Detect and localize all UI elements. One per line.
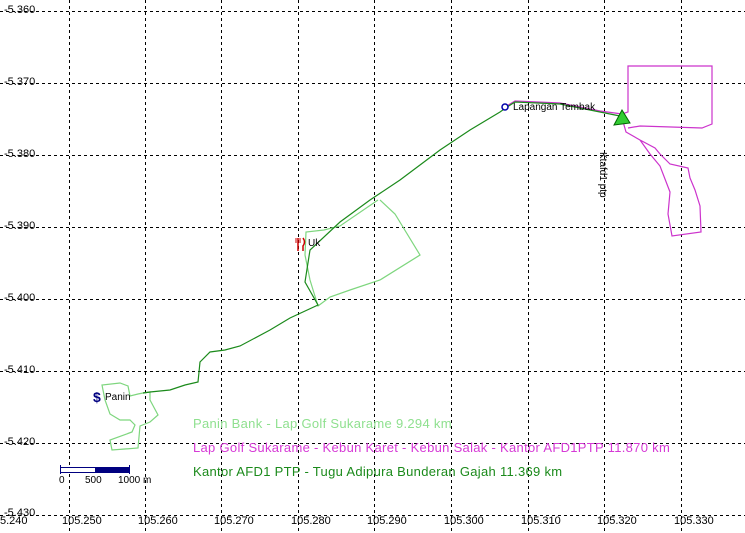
legend-route-2: Lap Golf Sukarame - Kebun Karet - Kebun …: [193, 440, 671, 455]
scale-label-1000: 1000 m: [118, 475, 152, 486]
restaurant-icon[interactable]: [295, 237, 306, 251]
x-tick-label: 105.250: [62, 515, 102, 527]
y-tick-label: -5.430: [4, 507, 36, 519]
x-tick-label: 5.240: [0, 515, 28, 527]
scale-bar: [60, 465, 130, 474]
route-golf-to-kantor[interactable]: [504, 65, 713, 237]
x-tick-label: 105.330: [674, 515, 714, 527]
route-panin-to-golf[interactable]: [101, 199, 421, 451]
x-tick-label: 105.260: [138, 515, 178, 527]
y-tick-label: -5.370: [4, 76, 36, 88]
x-tick-label: 105.280: [291, 515, 331, 527]
y-tick-label: -5.390: [4, 220, 36, 232]
dollar-icon[interactable]: $: [93, 389, 101, 405]
legend-route-3: Kantor AFD1 PTP - Tugu Adipura Bunderan …: [193, 464, 563, 479]
y-tick-label: -5.420: [4, 436, 36, 448]
x-tick-label: 105.320: [597, 515, 637, 527]
x-tick-label: 105.290: [367, 515, 407, 527]
y-tick-label: -5.380: [4, 148, 36, 160]
route-kantor-to-tugu[interactable]: [142, 101, 621, 394]
y-tick-label: -5.410: [4, 364, 36, 376]
lapangan-marker[interactable]: [501, 103, 509, 111]
scale-label-500: 500: [85, 475, 102, 486]
x-tick-label: 105.310: [521, 515, 561, 527]
kantor-marker[interactable]: [613, 108, 631, 126]
x-tick-label: 105.270: [214, 515, 254, 527]
legend-route-1: Panin Bank - Lap Golf Sukarame 9.294 km: [193, 416, 452, 431]
poi-kantor-label[interactable]: Ktafd1 ptp: [597, 152, 608, 198]
x-tick-label: 105.300: [444, 515, 484, 527]
y-tick-label: -5.400: [4, 292, 36, 304]
poi-lapangan-label[interactable]: Lapangan Tembak: [513, 102, 596, 113]
scale-label-0: 0: [59, 475, 65, 486]
poi-uk-label[interactable]: Uk: [308, 238, 321, 249]
poi-panin-label[interactable]: Panin: [105, 392, 131, 403]
y-tick-label: -5.360: [4, 4, 36, 16]
